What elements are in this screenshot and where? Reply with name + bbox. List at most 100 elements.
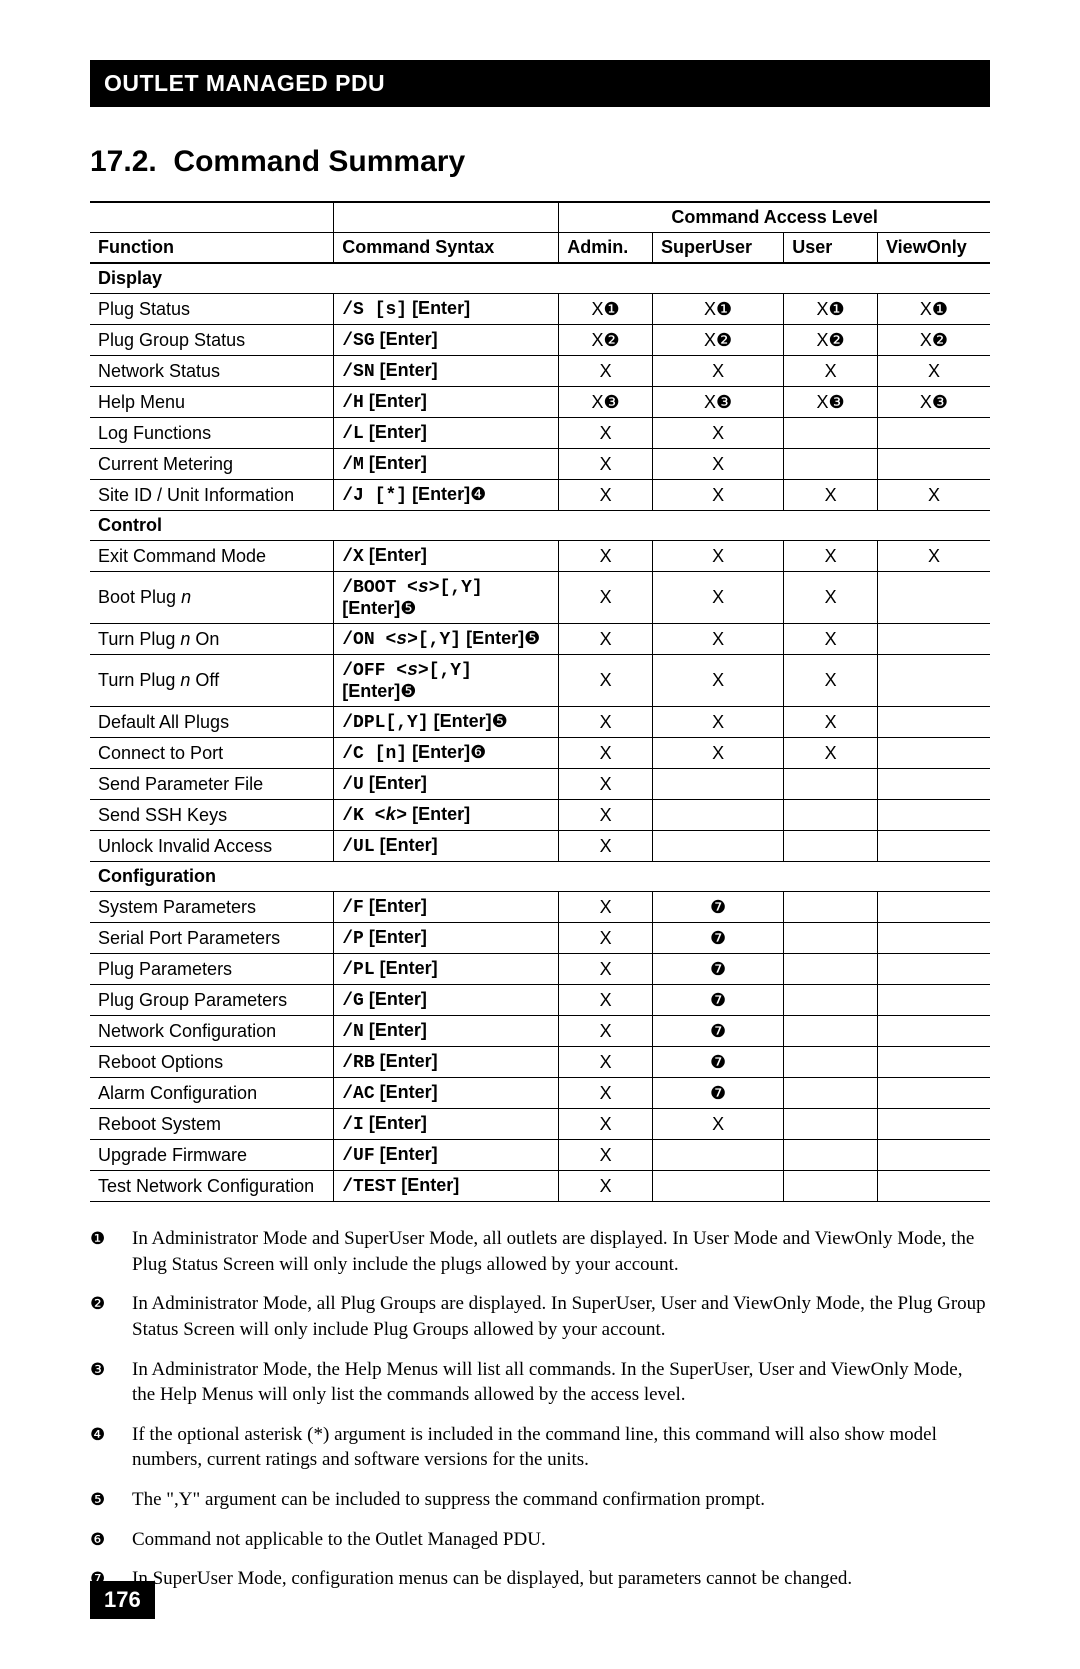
table-row: Plug Group Parameters/G [Enter]X❼ xyxy=(90,985,990,1016)
cell-function: Test Network Configuration xyxy=(90,1171,334,1202)
table-row: System Parameters/F [Enter]X❼ xyxy=(90,892,990,923)
cell-syntax: /G [Enter] xyxy=(334,985,559,1016)
cell-user xyxy=(784,892,878,923)
cell-superuser: ❼ xyxy=(653,1047,784,1078)
table-section-row: Configuration xyxy=(90,862,990,892)
cell-user: X xyxy=(784,356,878,387)
table-row: Serial Port Parameters/P [Enter]X❼ xyxy=(90,923,990,954)
cell-user: X xyxy=(784,480,878,511)
cell-syntax: /TEST [Enter] xyxy=(334,1171,559,1202)
cell-user xyxy=(784,985,878,1016)
cell-superuser: X xyxy=(653,707,784,738)
cell-superuser: X xyxy=(653,356,784,387)
table-row: Turn Plug n On/ON <s>[,Y] [Enter]❺XXX xyxy=(90,624,990,655)
cell-admin: X xyxy=(559,1078,653,1109)
cell-user xyxy=(784,1078,878,1109)
cell-user xyxy=(784,1140,878,1171)
table-row: Default All Plugs/DPL[,Y] [Enter]❺XXX xyxy=(90,707,990,738)
cell-syntax: /U [Enter] xyxy=(334,769,559,800)
col-syntax: Command Syntax xyxy=(334,233,559,264)
footnote-text: In Administrator Mode, the Help Menus wi… xyxy=(132,1357,990,1408)
cell-superuser: X xyxy=(653,418,784,449)
table-row: Plug Group Status/SG [Enter]X❷X❷X❷X❷ xyxy=(90,325,990,356)
section-title-text: Command Summary xyxy=(173,145,465,178)
cell-user xyxy=(784,1109,878,1140)
cell-superuser: X❸ xyxy=(653,387,784,418)
footnote-item: ❼In SuperUser Mode, configuration menus … xyxy=(90,1566,990,1592)
col-admin: Admin. xyxy=(559,233,653,264)
cell-syntax: /SN [Enter] xyxy=(334,356,559,387)
footnote-marker: ❶ xyxy=(90,1226,132,1251)
table-row: Reboot Options/RB [Enter]X❼ xyxy=(90,1047,990,1078)
cell-viewonly xyxy=(878,954,991,985)
cell-function: Reboot System xyxy=(90,1109,334,1140)
cell-syntax: /P [Enter] xyxy=(334,923,559,954)
cell-viewonly xyxy=(878,1140,991,1171)
footnote-marker: ❷ xyxy=(90,1291,132,1316)
cell-syntax: /RB [Enter] xyxy=(334,1047,559,1078)
table-section-row: Display xyxy=(90,263,990,294)
header-bar: OUTLET MANAGED PDU xyxy=(90,60,990,107)
cell-syntax: /UF [Enter] xyxy=(334,1140,559,1171)
cell-viewonly xyxy=(878,892,991,923)
footnote-marker: ❻ xyxy=(90,1527,132,1552)
command-summary-table: Command Access Level Function Command Sy… xyxy=(90,201,990,1202)
table-row: Plug Parameters/PL [Enter]X❼ xyxy=(90,954,990,985)
cell-viewonly: X❸ xyxy=(878,387,991,418)
cell-user xyxy=(784,449,878,480)
cell-function: Turn Plug n Off xyxy=(90,655,334,707)
cell-function: Reboot Options xyxy=(90,1047,334,1078)
table-row: Current Metering/M [Enter]XX xyxy=(90,449,990,480)
cell-viewonly xyxy=(878,1109,991,1140)
cell-function: Connect to Port xyxy=(90,738,334,769)
cell-user xyxy=(784,418,878,449)
table-section-title: Display xyxy=(90,263,990,294)
cell-admin: X xyxy=(559,769,653,800)
cell-viewonly xyxy=(878,800,991,831)
cell-user: X xyxy=(784,624,878,655)
cell-superuser: X xyxy=(653,1109,784,1140)
cell-superuser xyxy=(653,1140,784,1171)
cell-admin: X xyxy=(559,923,653,954)
cell-admin: X xyxy=(559,1140,653,1171)
cell-admin: X xyxy=(559,356,653,387)
cell-admin: X xyxy=(559,655,653,707)
cell-function: Plug Status xyxy=(90,294,334,325)
cell-user: X❶ xyxy=(784,294,878,325)
table-row: Help Menu/H [Enter]X❸X❸X❸X❸ xyxy=(90,387,990,418)
cell-superuser: X xyxy=(653,449,784,480)
cell-admin: X❶ xyxy=(559,294,653,325)
table-row: Upgrade Firmware/UF [Enter]X xyxy=(90,1140,990,1171)
cell-admin: X xyxy=(559,572,653,624)
cell-syntax: /I [Enter] xyxy=(334,1109,559,1140)
footnote-marker: ❸ xyxy=(90,1357,132,1382)
cell-syntax: /K <k> [Enter] xyxy=(334,800,559,831)
cell-syntax: /PL [Enter] xyxy=(334,954,559,985)
cell-syntax: /SG [Enter] xyxy=(334,325,559,356)
cell-viewonly: X xyxy=(878,541,991,572)
cell-function: Serial Port Parameters xyxy=(90,923,334,954)
cell-function: Alarm Configuration xyxy=(90,1078,334,1109)
cell-user: X xyxy=(784,655,878,707)
table-row: Boot Plug n/BOOT <s>[,Y] [Enter]❺XXX xyxy=(90,572,990,624)
cell-admin: X xyxy=(559,449,653,480)
cell-viewonly xyxy=(878,707,991,738)
cell-admin: X xyxy=(559,480,653,511)
cell-admin: X xyxy=(559,624,653,655)
cell-admin: X xyxy=(559,1171,653,1202)
cell-superuser: X❶ xyxy=(653,294,784,325)
page-number: 176 xyxy=(90,1581,155,1619)
cell-admin: X xyxy=(559,800,653,831)
footnote-item: ❶In Administrator Mode and SuperUser Mod… xyxy=(90,1226,990,1277)
cell-user: X xyxy=(784,572,878,624)
cell-superuser xyxy=(653,831,784,862)
cell-superuser: ❼ xyxy=(653,985,784,1016)
cell-viewonly xyxy=(878,1016,991,1047)
col-function: Function xyxy=(90,233,334,264)
cell-function: Network Status xyxy=(90,356,334,387)
cell-user: X xyxy=(784,541,878,572)
cell-function: System Parameters xyxy=(90,892,334,923)
table-section-title: Configuration xyxy=(90,862,990,892)
cell-admin: X xyxy=(559,1016,653,1047)
table-row: Send SSH Keys/K <k> [Enter]X xyxy=(90,800,990,831)
